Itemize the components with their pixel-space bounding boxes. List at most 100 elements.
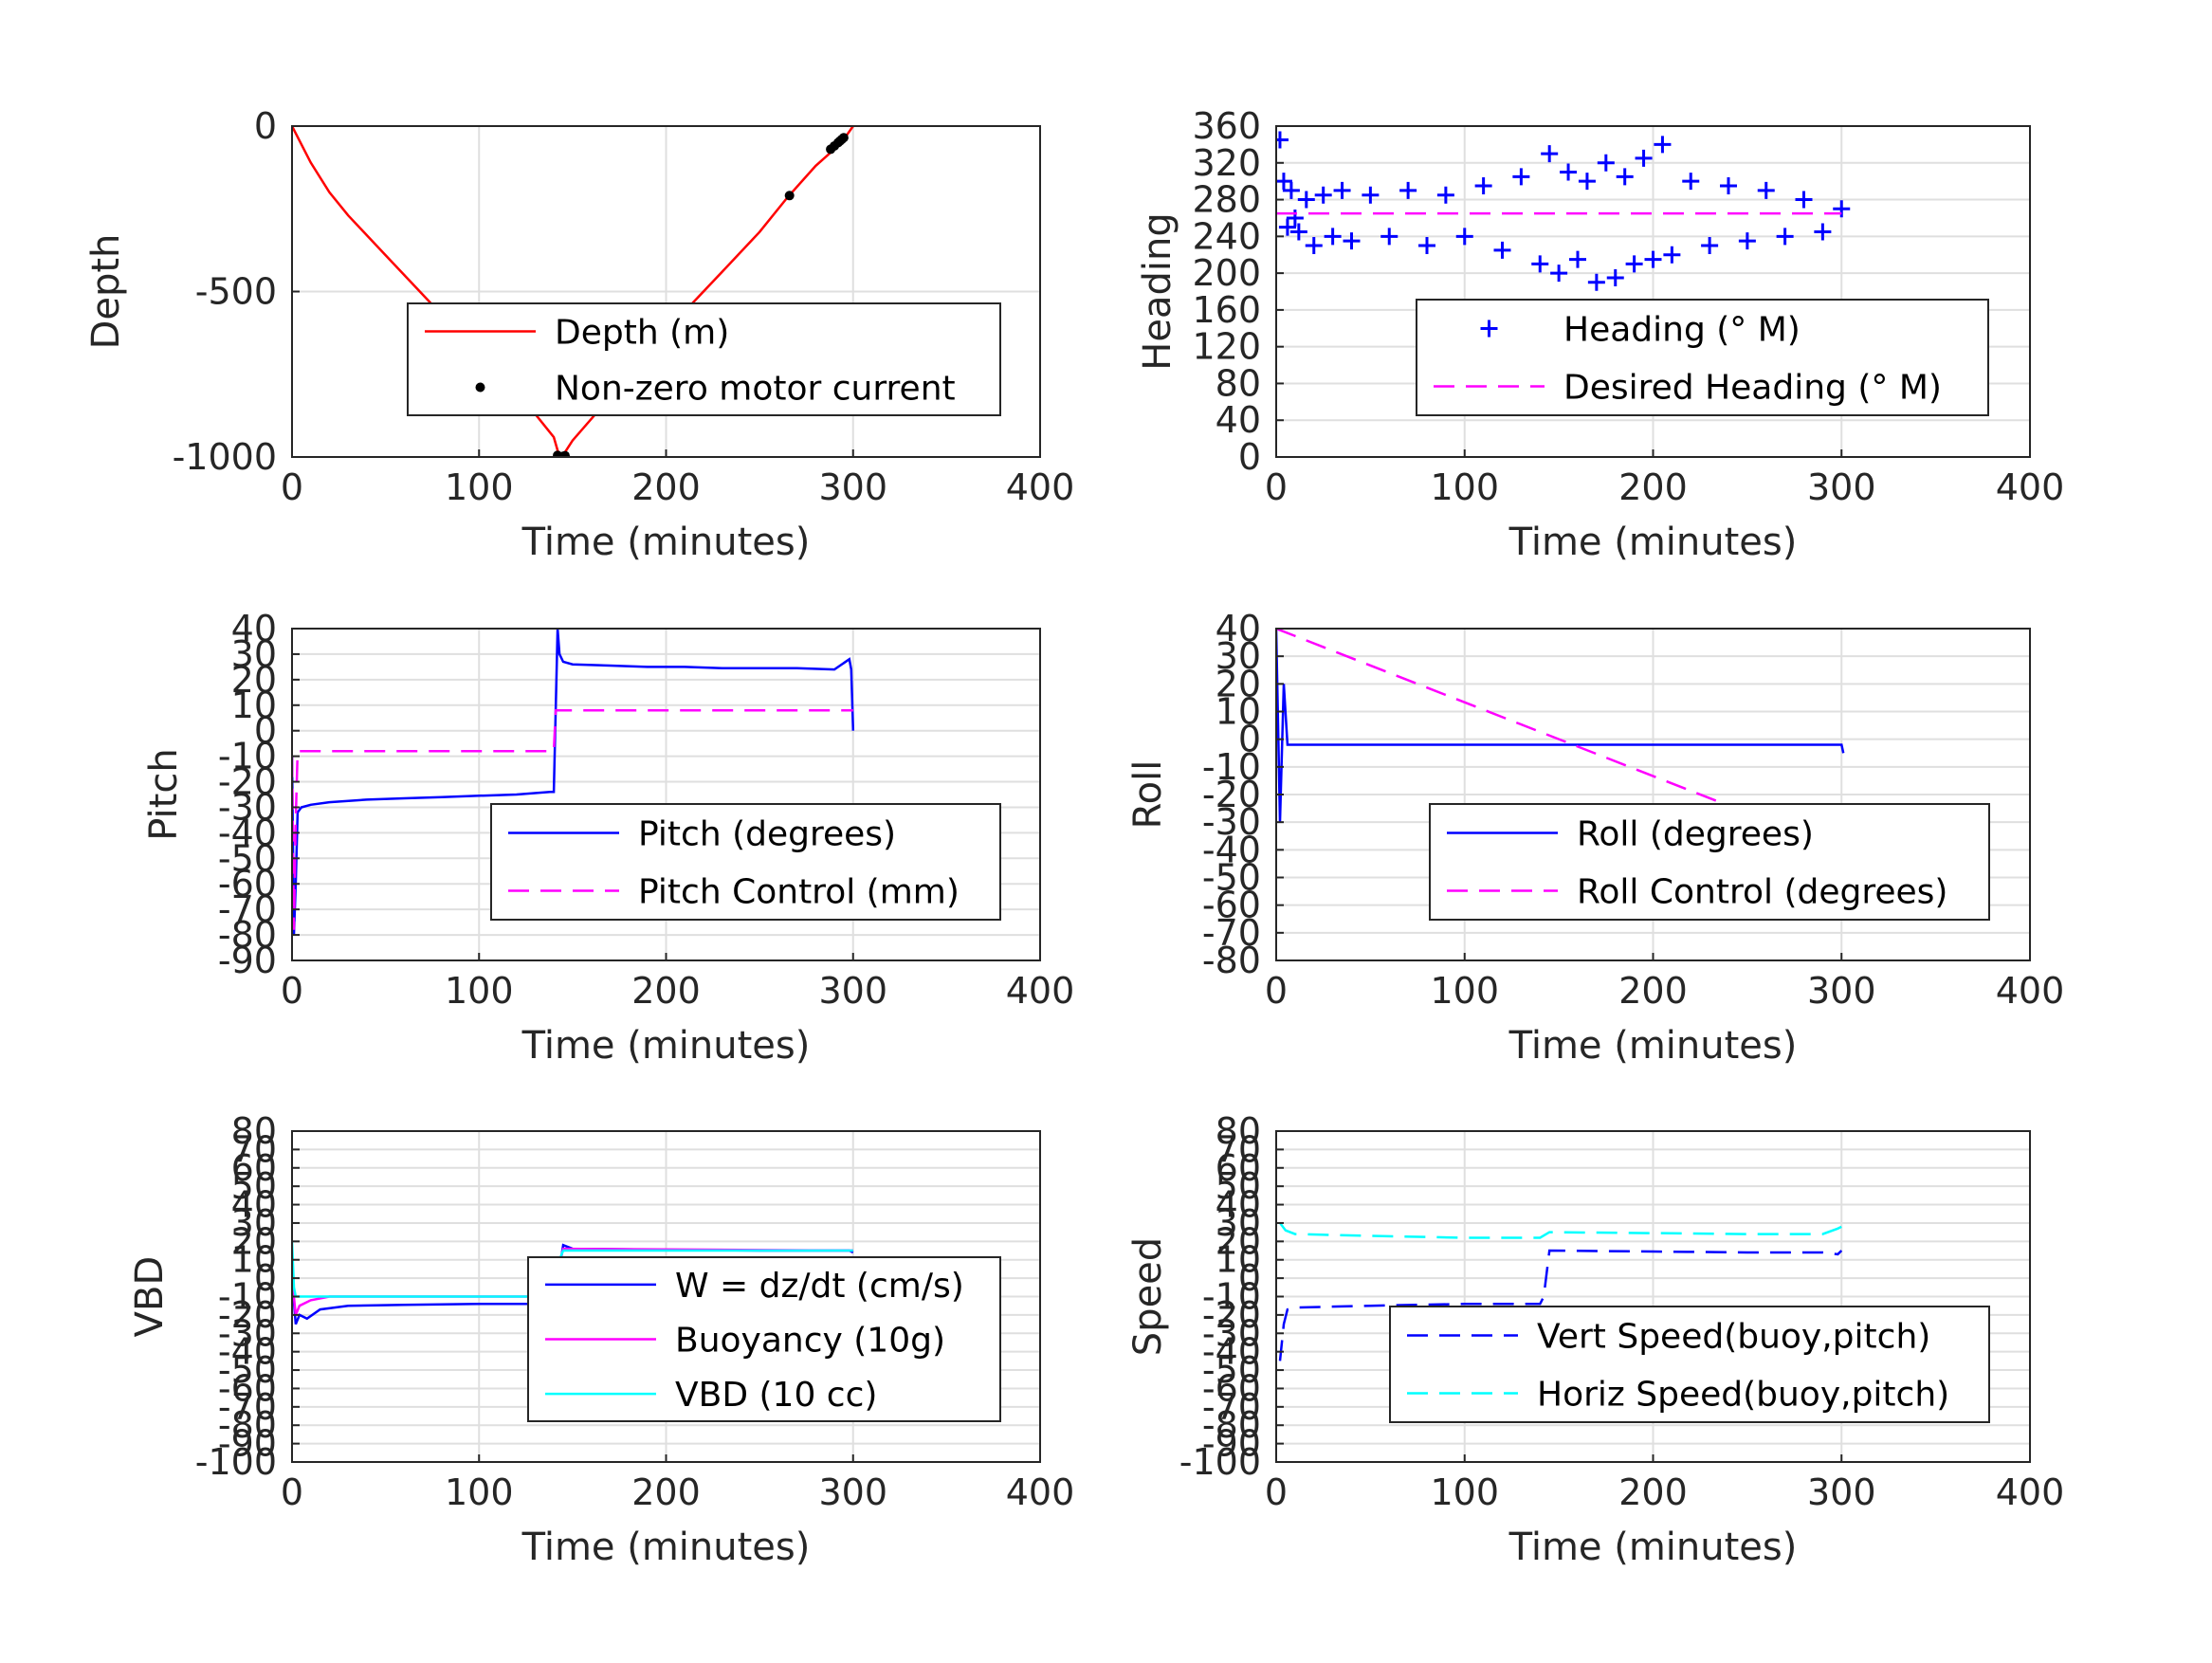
- series-heading-0-point: [1654, 136, 1672, 154]
- series-heading-0-point: [1776, 228, 1794, 246]
- legend-entry-label: Non-zero motor current: [555, 370, 956, 409]
- x-axis-label: Time (minutes): [521, 1526, 811, 1569]
- series-heading-0-point: [1380, 228, 1398, 246]
- y-tick-label: 40: [1216, 608, 1261, 649]
- y-tick-label: -80: [218, 1404, 277, 1446]
- series-heading-0-point: [1314, 186, 1332, 204]
- legend-box: [490, 803, 1001, 921]
- y-tick-label: -100: [1179, 1441, 1261, 1483]
- legend-entry-label: Roll Control (degrees): [1577, 873, 1947, 912]
- x-tick-label: 0: [1265, 1471, 1288, 1513]
- y-tick-label: -70: [218, 888, 277, 930]
- x-tick-label: 100: [445, 466, 514, 508]
- series-heading-0-point: [1720, 177, 1737, 195]
- legend-marker: [1480, 320, 1498, 338]
- y-tick-label: -80: [218, 914, 277, 956]
- chart-speed: 0 100 200 300 400-100-90-80-70-60-50-40-30-2…: [1126, 1110, 2064, 1569]
- legend-box: [407, 302, 1001, 416]
- legend-entry-label: Pitch Control (mm): [638, 873, 960, 912]
- series-heading-0-point: [1578, 173, 1596, 191]
- series-heading-0-point: [1795, 191, 1813, 209]
- y-tick-label: -10: [218, 736, 277, 777]
- x-tick-label: 200: [631, 1471, 701, 1513]
- x-axis-label: Time (minutes): [1508, 521, 1798, 564]
- y-tick-label: -20: [218, 1294, 277, 1336]
- y-axis-label: Pitch: [142, 748, 186, 840]
- series-heading-0-point: [1282, 181, 1300, 199]
- series-pitch-1-line: [292, 708, 853, 930]
- y-tick-label: 200: [1192, 252, 1261, 294]
- x-tick-label: 300: [818, 1471, 887, 1513]
- y-tick-label: 10: [231, 685, 277, 726]
- y-tick-label: -60: [1202, 885, 1261, 926]
- y-tick-label: 280: [1192, 179, 1261, 221]
- y-tick-label: -30: [1202, 801, 1261, 843]
- y-tick-label: 80: [1216, 1110, 1261, 1152]
- chart-roll: 0 100 200 300 400-80-70-60-50-40-30-20-10010…: [1126, 608, 2064, 1068]
- y-tick-label: 60: [1216, 1147, 1261, 1189]
- legend-box: [1389, 1306, 1990, 1423]
- series-heading-0-point: [1455, 228, 1473, 246]
- x-tick-label: 300: [1807, 466, 1876, 508]
- y-tick-label: -70: [218, 1386, 277, 1428]
- y-tick-label: 40: [1216, 399, 1261, 441]
- x-tick-label: 400: [1006, 1471, 1075, 1513]
- y-tick-label: -40: [218, 812, 277, 853]
- series-group: [1276, 629, 1845, 851]
- x-tick-label: 200: [1618, 1471, 1688, 1513]
- legend: Pitch (degrees) Pitch Control (mm): [490, 803, 1001, 921]
- x-tick-label: 200: [631, 970, 701, 1012]
- legend-marker: [475, 382, 485, 393]
- y-tick-label: 40: [231, 608, 277, 649]
- y-tick-label: -20: [1202, 774, 1261, 815]
- series-heading-0-point: [1644, 250, 1662, 268]
- series-heading-0-point: [1512, 168, 1530, 186]
- x-tick-label: 0: [1265, 466, 1288, 508]
- x-tick-label: 300: [1807, 1471, 1876, 1513]
- y-tick-label: 80: [231, 1110, 277, 1152]
- series-heading-0-point: [1362, 186, 1380, 204]
- legend: Roll (degrees) Roll Control (degrees): [1429, 803, 1990, 921]
- y-tick-label: 0: [254, 710, 277, 752]
- y-tick-label: -40: [1202, 829, 1261, 870]
- legend-entry-label: Depth (m): [555, 314, 729, 353]
- legend-box: [1416, 299, 1989, 416]
- legend-entry-label: W = dz/dt (cm/s): [675, 1267, 964, 1306]
- series-depth-1-point: [784, 191, 795, 201]
- y-tick-label: -50: [1202, 1349, 1261, 1391]
- y-tick-label: 360: [1192, 105, 1261, 147]
- x-tick-label: 200: [631, 466, 701, 508]
- series-heading-0-point: [1606, 268, 1624, 286]
- series-heading-0-point: [1399, 181, 1417, 199]
- y-tick-label: 0: [254, 105, 277, 147]
- x-axis-label: Time (minutes): [521, 521, 811, 564]
- x-axis-label: Time (minutes): [1508, 1526, 1798, 1569]
- y-tick-label: 10: [1216, 691, 1261, 733]
- y-tick-label: -60: [218, 863, 277, 905]
- x-tick-label: 100: [1430, 970, 1499, 1012]
- y-tick-label: -70: [1202, 1386, 1261, 1428]
- series-speed-0-line: [1278, 1249, 1843, 1361]
- series-heading-0-point: [1418, 237, 1435, 255]
- y-tick-label: -10: [1202, 1276, 1261, 1318]
- series-group: [292, 126, 854, 457]
- series-heading-0-point: [1635, 149, 1653, 167]
- y-tick-label: 50: [231, 1165, 277, 1207]
- y-tick-label: 50: [1216, 1165, 1261, 1207]
- y-tick-label: 70: [1216, 1128, 1261, 1170]
- y-tick-label: 40: [1216, 1184, 1261, 1226]
- series-vbd-2-line: [292, 1241, 853, 1298]
- y-tick-label: 30: [1216, 635, 1261, 677]
- y-tick-label: 60: [231, 1147, 277, 1189]
- y-tick-label: 70: [231, 1128, 277, 1170]
- series-depth-1-point: [838, 133, 849, 143]
- series-heading-0-point: [1738, 232, 1756, 250]
- y-tick-label: -80: [1202, 940, 1261, 981]
- series-heading-0-point: [1550, 265, 1568, 283]
- y-tick-label: -50: [218, 1349, 277, 1391]
- series-heading-0-point: [1560, 163, 1578, 181]
- y-tick-label: -50: [1202, 857, 1261, 899]
- series-group: [1276, 131, 1851, 291]
- series-heading-0-point: [1541, 145, 1559, 163]
